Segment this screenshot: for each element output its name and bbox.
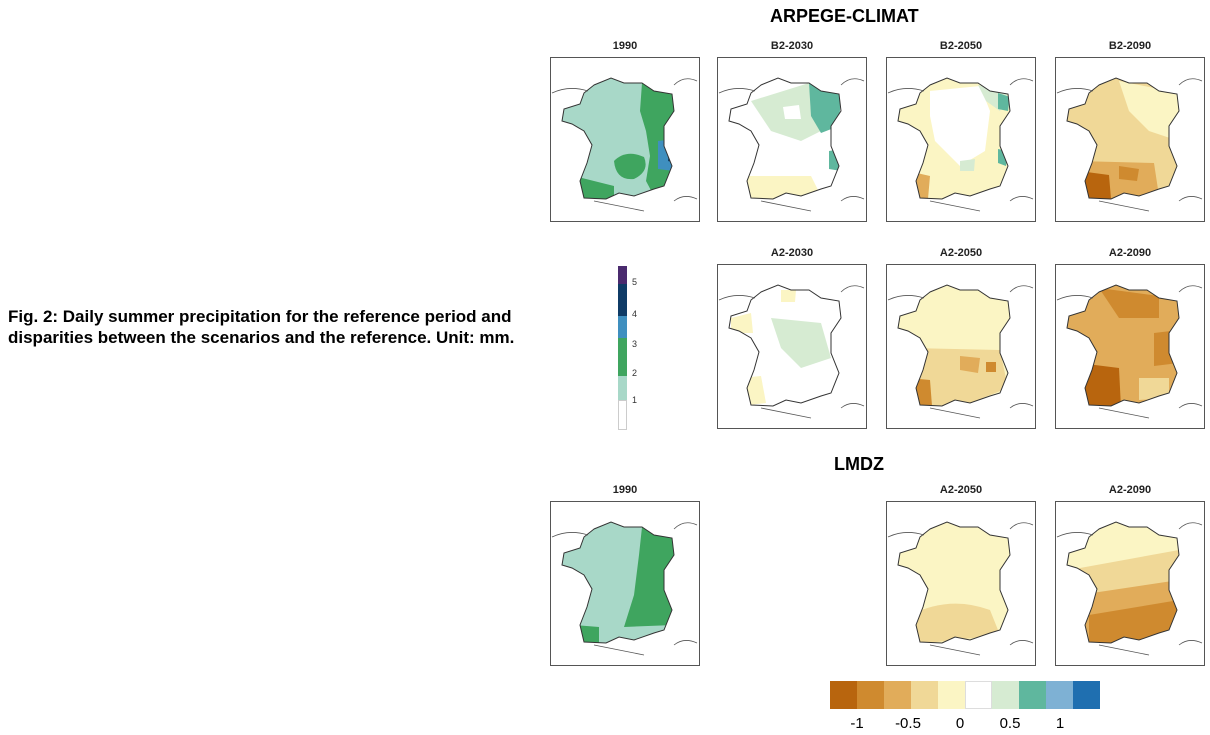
panel-title: 1990	[612, 40, 638, 52]
france-map	[550, 501, 700, 666]
colorbar-swatch	[618, 316, 627, 338]
colorbar-swatch	[618, 266, 627, 284]
france-map	[1055, 501, 1205, 666]
map-panel-arpege-a2-2090: A2-2090	[1055, 247, 1205, 432]
panel-title: A2-2050	[939, 247, 983, 259]
map-panel-lmdz-1990: 1990	[550, 484, 700, 669]
panel-title: 1990	[612, 484, 638, 496]
colorbar-tick: -0.5	[895, 715, 921, 732]
figure-caption: Fig. 2: Daily summer precipitation for t…	[8, 307, 515, 347]
colorbar-swatch	[911, 681, 938, 709]
colorbar-tick: 5	[632, 277, 638, 287]
france-map	[717, 264, 867, 429]
map-panel-arpege-1990: 1990	[550, 40, 700, 225]
colorbar-swatch	[618, 376, 627, 400]
map-panel-lmdz-a2-2050: A2-2050	[886, 484, 1036, 669]
france-map	[886, 57, 1036, 222]
difference-colorbar: -1 -0.5 0 0.5 1	[830, 681, 1110, 732]
map-panel-arpege-b2-2050: B2-2050	[886, 40, 1036, 225]
map-panel-arpege-b2-2090: B2-2090	[1055, 40, 1205, 225]
colorbar-tick: 1	[632, 395, 638, 405]
panel-title: A2-2030	[770, 247, 814, 259]
panel-title: B2-2030	[770, 40, 814, 52]
map-panel-arpege-a2-2030: A2-2030	[717, 247, 867, 432]
colorbar-swatch	[965, 681, 992, 709]
france-map	[886, 501, 1036, 666]
colorbar-tick: 0.5	[999, 715, 1021, 732]
colorbar-tick: -1	[850, 715, 864, 732]
colorbar-swatch	[830, 681, 857, 709]
colorbar-swatch	[618, 284, 627, 316]
colorbar-swatch	[1073, 681, 1100, 709]
map-panel-arpege-b2-2030: B2-2030	[717, 40, 867, 225]
panel-title: A2-2090	[1108, 484, 1152, 496]
section-title-lmdz: LMDZ	[834, 454, 884, 474]
colorbar-tick: 2	[632, 368, 638, 378]
colorbar-tick: 1	[1055, 715, 1065, 732]
colorbar-swatch	[618, 338, 627, 376]
colorbar-swatch	[618, 400, 627, 430]
absolute-colorbar: 5 4 3 2 1	[618, 266, 658, 430]
france-map	[550, 57, 700, 222]
colorbar-swatch	[1046, 681, 1073, 709]
map-panel-lmdz-a2-2090: A2-2090	[1055, 484, 1205, 669]
france-map	[717, 57, 867, 222]
colorbar-swatch	[1019, 681, 1046, 709]
france-map	[1055, 264, 1205, 429]
colorbar-swatch	[938, 681, 965, 709]
colorbar-swatch	[857, 681, 884, 709]
panel-title: B2-2050	[939, 40, 983, 52]
section-title-arpege: ARPEGE-CLIMAT	[770, 6, 919, 26]
colorbar-tick: 4	[632, 309, 638, 319]
panel-title: A2-2050	[939, 484, 983, 496]
colorbar-swatch	[992, 681, 1019, 709]
france-map	[1055, 57, 1205, 222]
panel-title: A2-2090	[1108, 247, 1152, 259]
map-panel-arpege-a2-2050: A2-2050	[886, 247, 1036, 432]
colorbar-tick: 3	[632, 339, 638, 349]
france-map	[886, 264, 1036, 429]
colorbar-swatch	[884, 681, 911, 709]
panel-title: B2-2090	[1108, 40, 1152, 52]
colorbar-tick: 0	[955, 715, 965, 732]
